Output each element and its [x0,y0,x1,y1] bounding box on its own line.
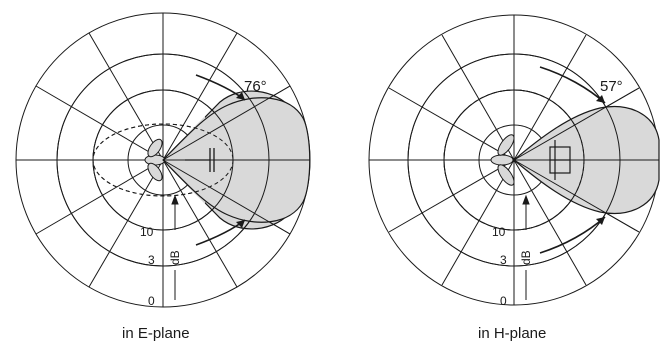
db-scale-arrow-icon [522,194,530,300]
radial-unit: dB [519,250,533,265]
plot-caption: in E-plane [122,325,190,342]
side-lobes [144,138,166,182]
beamwidth-label: 57° [600,78,623,95]
dashed-reference-pattern [443,89,585,231]
beamwidth-label: 76° [244,78,267,95]
radial-unit: dB [168,250,182,265]
db-scale-arrow-icon [171,194,179,300]
plot-caption: in H-plane [478,325,546,342]
radial-tick-3: 3 [500,253,507,267]
radial-tick-0: 0 [500,294,507,308]
polar-plot-e-plane: 76° 0 3 10 dB in E-plane [15,12,311,342]
side-lobes [490,134,515,186]
dipole-antenna-icon [185,148,215,172]
radial-tick-10: 10 [140,225,154,239]
radial-tick-3: 3 [148,253,155,267]
radial-tick-0: 0 [148,294,155,308]
aperture-antenna-icon [549,140,571,180]
polar-plot-h-plane: 57° 0 3 10 dB in H-plane [368,14,660,342]
radial-tick-10: 10 [492,225,506,239]
